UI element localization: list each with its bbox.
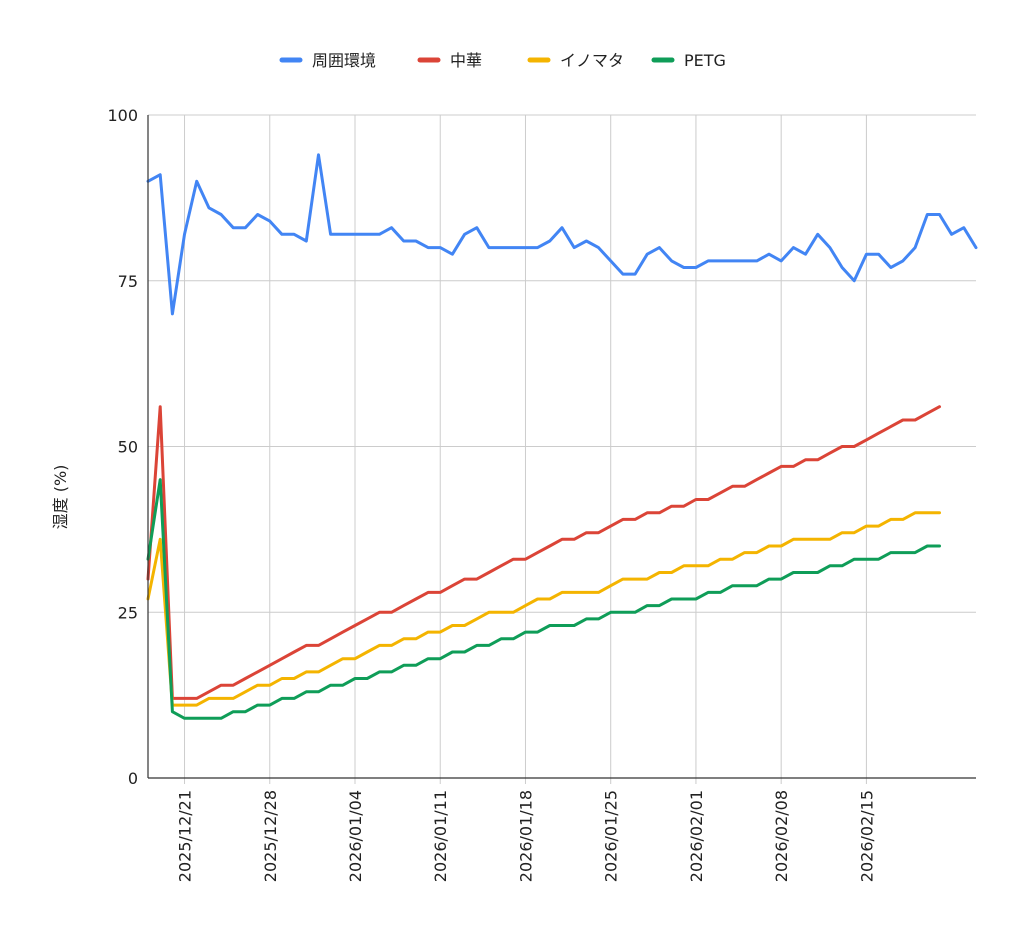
series-line-0: [148, 155, 976, 314]
y-tick-label: 0: [128, 769, 138, 788]
y-axis-title: 湿度 (%): [51, 465, 70, 530]
x-tick-label: 2026/01/25: [602, 790, 621, 882]
legend-label: 中華: [450, 51, 482, 70]
series-line-1: [148, 407, 940, 699]
x-tick-label: 2026/02/01: [687, 790, 706, 882]
x-tick-label: 2026/01/18: [516, 790, 535, 882]
series-layer: [148, 155, 976, 719]
legend-label: イノマタ: [560, 51, 624, 70]
x-tick-label: 2026/02/08: [772, 790, 791, 882]
series-line-2: [148, 513, 940, 705]
x-tick-label: 2026/02/15: [857, 790, 876, 882]
axes: 0 25 50 75 100 2025/12/21 2025/12/28 2026/01/04…: [107, 106, 976, 882]
legend: 周囲環境 中華 イノマタ PETG: [282, 51, 726, 70]
legend-label: 周囲環境: [312, 51, 376, 70]
y-tick-label: 25: [118, 603, 138, 622]
x-tick-label: 2025/12/21: [176, 790, 195, 882]
x-tick-label: 2026/01/04: [346, 790, 365, 882]
x-tick-label: 2025/12/28: [261, 790, 280, 882]
x-tick-label: 2026/01/11: [431, 790, 450, 882]
y-tick-label: 50: [118, 438, 138, 457]
legend-label: PETG: [684, 51, 726, 70]
y-tick-label: 75: [118, 272, 138, 291]
y-tick-label: 100: [107, 106, 138, 125]
